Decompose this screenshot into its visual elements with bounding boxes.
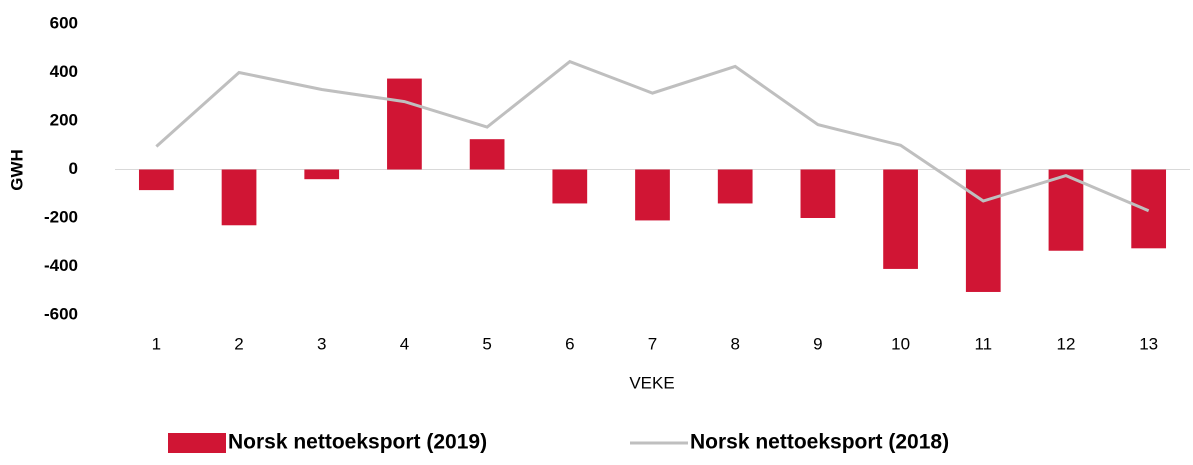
bar (469, 139, 505, 170)
bar (387, 78, 422, 170)
x-tick-label: 9 (813, 334, 822, 353)
y-tick-label: 400 (50, 62, 78, 81)
x-tick-label: 6 (565, 334, 574, 353)
x-tick-label: 4 (400, 334, 409, 353)
x-tick-label: 2 (234, 334, 243, 353)
bar (800, 169, 836, 218)
x-tick-label: 5 (482, 334, 491, 353)
bar (138, 169, 174, 191)
bar (883, 169, 918, 269)
x-axis-label: VEKE (629, 373, 674, 392)
bar (304, 169, 340, 180)
bar (1048, 169, 1084, 251)
y-tick-label: 0 (69, 159, 78, 178)
x-tick-label: 1 (152, 334, 161, 353)
legend-label: Norsk nettoeksport (2018) (690, 431, 949, 454)
bar (1131, 169, 1167, 249)
x-tick-label: 10 (891, 334, 910, 353)
bar (965, 169, 1001, 292)
y-tick-label: -400 (44, 256, 78, 275)
y-tick-label: -200 (44, 207, 78, 226)
bar (221, 169, 257, 226)
bar (717, 169, 753, 204)
y-axis-label: GWH (7, 149, 26, 191)
bar (552, 169, 588, 204)
bar (635, 169, 670, 221)
legend-label: Norsk nettoeksport (2019) (228, 431, 487, 454)
legend-swatch (168, 433, 226, 453)
x-tick-label: 7 (648, 334, 657, 353)
y-tick-label: 200 (50, 110, 78, 129)
x-tick-label: 12 (1057, 334, 1076, 353)
line (155, 59, 1150, 213)
x-tick-label: 3 (317, 334, 326, 353)
x-tick-label: 11 (974, 334, 992, 353)
x-tick-label: 8 (730, 334, 739, 353)
x-tick-label: 13 (1139, 334, 1158, 353)
y-tick-label: 600 (50, 13, 78, 32)
y-tick-label: -600 (44, 304, 78, 323)
